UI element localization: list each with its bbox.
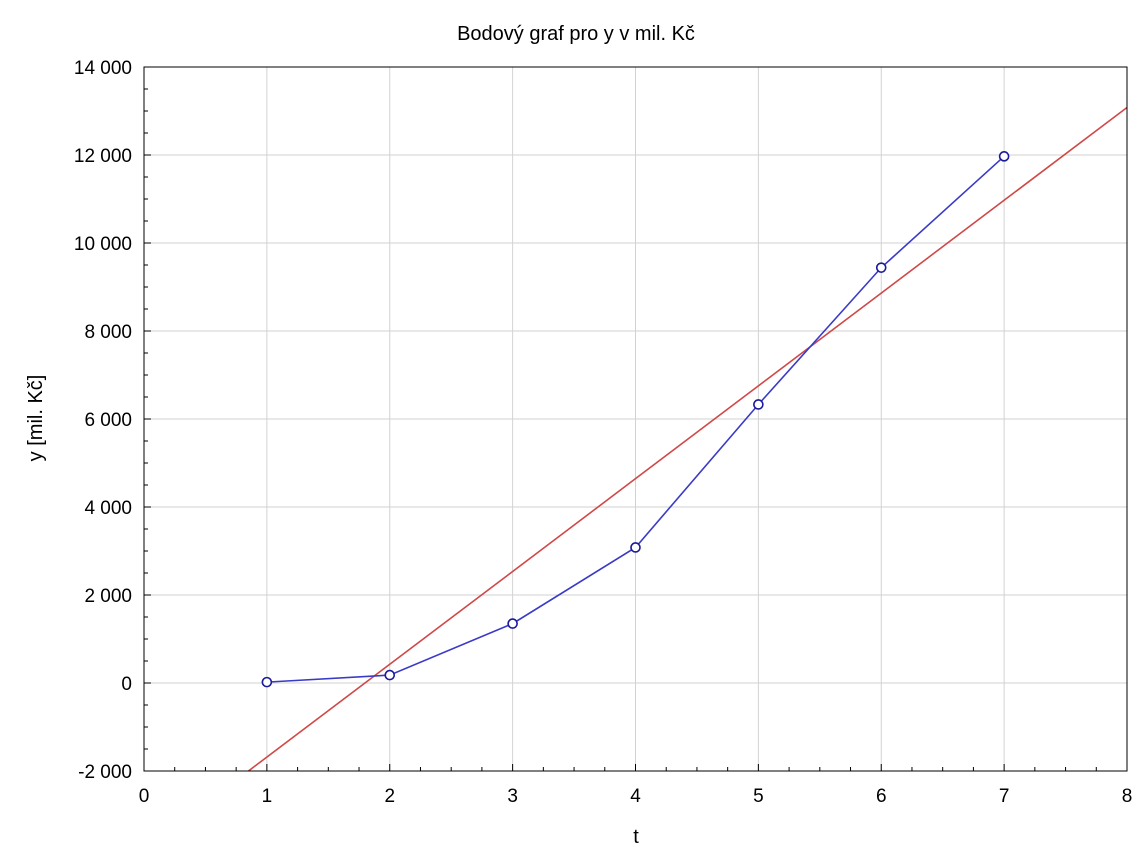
data-point — [384, 669, 396, 681]
x-axis-ticks: 0 1 2 3 4 5 6 7 8 — [139, 764, 1132, 807]
series-layer — [261, 151, 1010, 688]
y-axis-ticks: -2 000 0 2 000 4 000 6 000 8 000 10 000 12 000 1… — [74, 58, 151, 783]
y-tick-label: 4 000 — [84, 498, 132, 519]
x-tick-label: 1 — [262, 786, 273, 807]
data-point — [507, 618, 518, 629]
chart-title: Bodový graf pro y v mil. Kč — [457, 23, 695, 45]
x-tick-label: 0 — [139, 786, 150, 807]
x-tick-label: 5 — [753, 786, 764, 807]
data-point — [630, 542, 641, 553]
y-tick-label: 10 000 — [74, 234, 132, 255]
x-tick-label: 7 — [999, 786, 1010, 807]
y-tick-label: -2 000 — [78, 762, 132, 783]
trend-line-layer — [247, 106, 1127, 771]
x-tick-label: 2 — [384, 786, 395, 807]
y-tick-label: 0 — [121, 674, 132, 695]
y-tick-label: 2 000 — [84, 586, 132, 607]
data-point — [998, 151, 1010, 162]
data-point — [753, 399, 764, 410]
trend-line — [247, 106, 1127, 771]
x-tick-label: 4 — [630, 786, 641, 807]
x-tick-label: 3 — [507, 786, 518, 807]
x-tick-label: 8 — [1122, 786, 1132, 807]
y-tick-label: 12 000 — [74, 146, 132, 167]
y-tick-label: 8 000 — [84, 322, 132, 343]
y-tick-label: 6 000 — [84, 410, 132, 431]
y-tick-label: 14 000 — [74, 58, 132, 79]
x-tick-label: 6 — [876, 786, 887, 807]
data-point — [875, 262, 887, 273]
gridlines — [143, 66, 1128, 772]
x-axis-label: t — [633, 826, 639, 848]
data-point — [261, 676, 273, 688]
y-axis-label: y [mil. Kč] — [25, 375, 47, 462]
